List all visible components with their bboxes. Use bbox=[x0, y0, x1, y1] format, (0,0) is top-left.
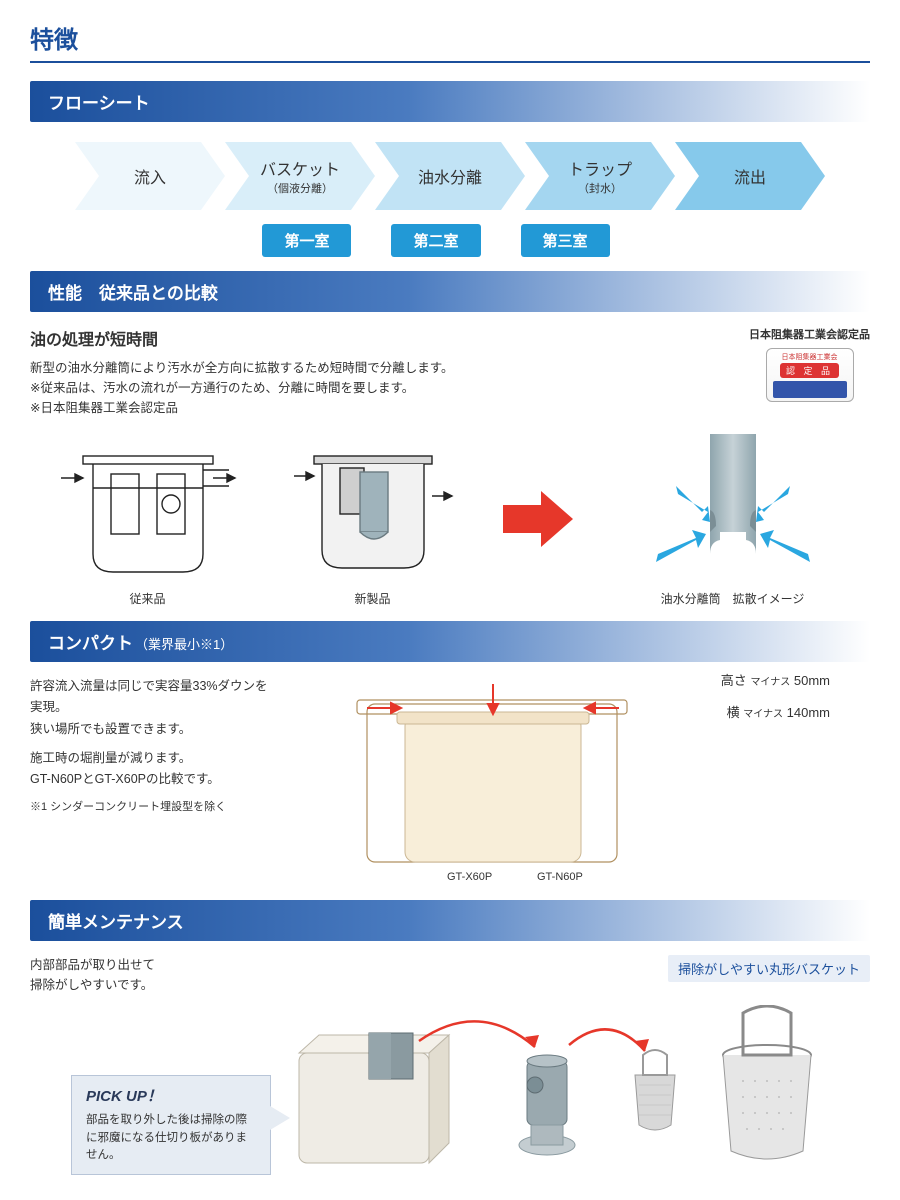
dim-height: 高さ マイナス 50mm bbox=[721, 670, 830, 689]
svg-text:GT-N60P: GT-N60P bbox=[537, 871, 583, 883]
spread-tube-icon bbox=[618, 434, 848, 584]
section-flow-title: フローシート bbox=[30, 81, 870, 122]
flow-step-1-label: 流入 bbox=[134, 164, 166, 188]
flow-step-2-label: バスケット bbox=[260, 156, 340, 180]
diagram-old: 従来品 bbox=[53, 444, 243, 607]
section-maintenance-title: 簡単メンテナンス bbox=[30, 900, 870, 941]
flow-step-4-sub: （封水） bbox=[568, 180, 632, 196]
flow-step-1: 流入 bbox=[75, 142, 225, 210]
compact-title-sub: （業界最小※1） bbox=[135, 637, 233, 652]
performance-body: 新型の油水分離筒により汚水が全方向に拡散するため短時間で分離します。 ※従来品は… bbox=[30, 358, 590, 418]
room-2: 第二室 bbox=[391, 224, 480, 257]
room-1: 第一室 bbox=[262, 224, 351, 257]
pickup-body: 部品を取り外した後は掃除の際に邪魔になる仕切り板がありません。 bbox=[86, 1112, 256, 1164]
compact-title-main: コンパクト bbox=[48, 634, 133, 653]
cert-badge-body-icon bbox=[773, 381, 847, 398]
flow-step-4: トラップ（封水） bbox=[525, 142, 675, 210]
cert-caption: 日本阻集器工業会認定品 bbox=[749, 326, 870, 342]
flow-steps: 流入 バスケット（個液分離） 油水分離 トラップ（封水） 流出 bbox=[30, 142, 870, 210]
svg-text:GT-X60P: GT-X60P bbox=[447, 871, 492, 883]
pickup-title: PICK UP！ bbox=[86, 1086, 256, 1109]
dim-width-minus: マイナス bbox=[743, 709, 783, 720]
flow-rooms: 第一室 第二室 第三室 bbox=[2, 224, 870, 257]
certification: 日本阻集器工業会認定品 日本阻集器工業会 認 定 品 bbox=[749, 326, 870, 402]
dim-width-value: 140mm bbox=[787, 705, 830, 720]
cert-badge-top: 日本阻集器工業会 bbox=[782, 352, 838, 362]
compact-note: ※1 シンダーコンクリート埋設型を除く bbox=[30, 798, 280, 817]
diagram-spread: 油水分離筒 拡散イメージ bbox=[618, 434, 848, 607]
dim-height-value: 50mm bbox=[794, 673, 830, 688]
performance-diagrams: 従来品 新製品 bbox=[30, 434, 870, 607]
flow-step-2: バスケット（個液分離） bbox=[225, 142, 375, 210]
flow-step-3-label: 油水分離 bbox=[418, 164, 482, 188]
compact-text2: 施工時の堀削量が減ります。 GT-N60PとGT-X60Pの比較です。 bbox=[30, 748, 280, 791]
old-product-icon bbox=[53, 444, 243, 584]
dim-height-minus: マイナス bbox=[750, 677, 790, 688]
diagram-old-label: 従来品 bbox=[53, 590, 243, 607]
new-product-icon bbox=[288, 444, 458, 584]
compact-figure: GT-X60P GT-N60P 高さ マイナス 50mm 横 マイナス 140m… bbox=[304, 676, 870, 886]
dim-width-prefix: 横 bbox=[727, 705, 740, 720]
maintenance-parts-icon bbox=[289, 1005, 829, 1175]
cert-badge-icon: 日本阻集器工業会 認 定 品 bbox=[766, 348, 854, 402]
flow-step-4-label: トラップ bbox=[568, 156, 632, 180]
section-performance-title: 性能 従来品との比較 bbox=[30, 271, 870, 312]
red-arrow-icon bbox=[503, 489, 573, 552]
diagram-new-label: 新製品 bbox=[288, 590, 458, 607]
diagram-spread-label: 油水分離筒 拡散イメージ bbox=[618, 590, 848, 607]
room-3: 第三室 bbox=[521, 224, 610, 257]
cert-badge-mid: 認 定 品 bbox=[780, 363, 839, 378]
section-compact-title: コンパクト（業界最小※1） bbox=[30, 621, 870, 662]
page-title: 特徴 bbox=[30, 20, 870, 63]
compact-text1: 許容流入流量は同じで実容量33%ダウンを実現。 狭い場所でも設置できます。 bbox=[30, 676, 280, 740]
pickup-callout: PICK UP！ 部品を取り外した後は掃除の際に邪魔になる仕切り板がありません。 bbox=[71, 1075, 271, 1175]
basket-label: 掃除がしやすい丸形バスケット bbox=[668, 955, 870, 982]
flow-step-5: 流出 bbox=[675, 142, 825, 210]
maintenance-text: 内部部品が取り出せて 掃除がしやすいです。 bbox=[30, 955, 155, 995]
dim-height-prefix: 高さ bbox=[721, 673, 747, 688]
dim-width: 横 マイナス 140mm bbox=[727, 702, 830, 721]
compact-body: 許容流入流量は同じで実容量33%ダウンを実現。 狭い場所でも設置できます。 施工… bbox=[30, 676, 870, 886]
maintenance-figure: PICK UP！ 部品を取り外した後は掃除の際に邪魔になる仕切り板がありません。 bbox=[30, 1005, 870, 1175]
flow-step-5-label: 流出 bbox=[734, 164, 766, 188]
performance-heading: 油の処理が短時間 bbox=[30, 326, 590, 350]
flow-step-3: 油水分離 bbox=[375, 142, 525, 210]
flow-step-2-sub: （個液分離） bbox=[260, 180, 340, 196]
diagram-new: 新製品 bbox=[288, 444, 458, 607]
